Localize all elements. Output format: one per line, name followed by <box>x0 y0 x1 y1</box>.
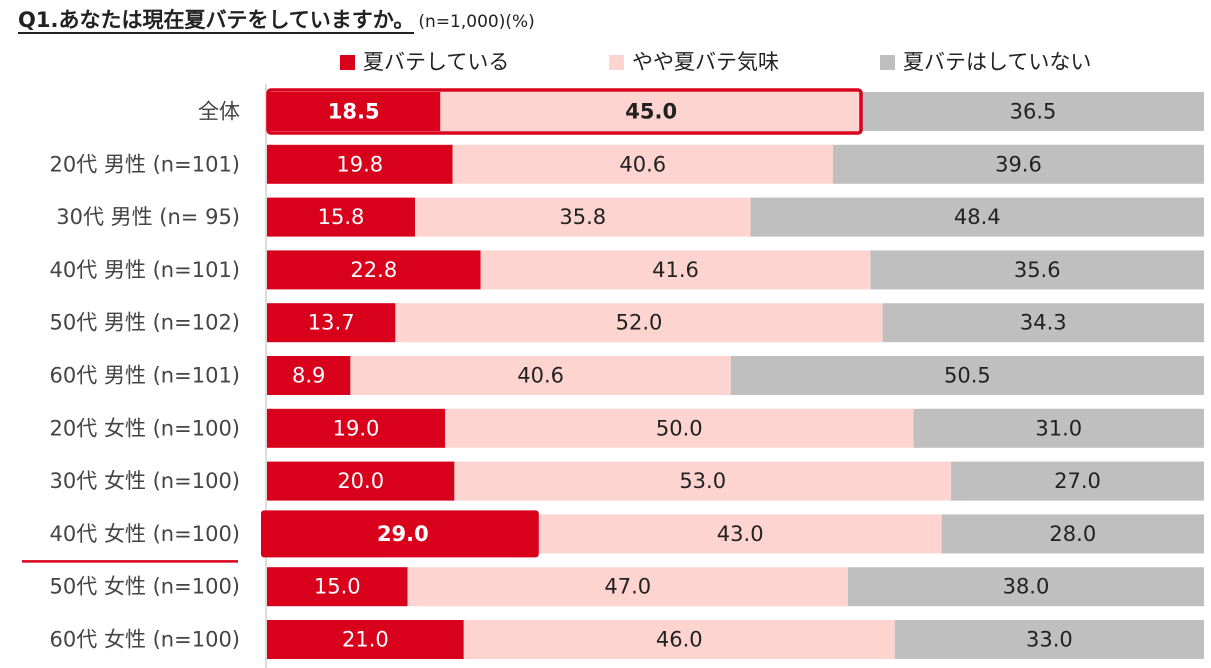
data-label-summer-fatigue: 18.5 <box>328 100 380 124</box>
data-label-no-fatigue: 28.0 <box>1049 522 1096 546</box>
bar-segment-slight-fatigue <box>415 197 751 237</box>
data-label-slight-fatigue: 53.0 <box>679 469 726 493</box>
data-label-summer-fatigue: 15.8 <box>318 205 365 229</box>
data-label-slight-fatigue: 50.0 <box>656 416 703 440</box>
bar-segment-no-fatigue <box>730 356 1204 395</box>
category-label: 40代 女性 (n=100) <box>50 522 240 546</box>
data-label-slight-fatigue: 40.6 <box>619 152 666 176</box>
data-label-summer-fatigue: 13.7 <box>308 311 355 335</box>
data-label-slight-fatigue: 40.6 <box>517 364 564 388</box>
category-label: 全体 <box>198 100 240 124</box>
bar-segment-slight-fatigue <box>440 92 862 131</box>
bar-segment-slight-fatigue <box>454 461 952 501</box>
bar-segment-summer-fatigue <box>267 356 351 395</box>
bar-segment-no-fatigue <box>941 514 1204 554</box>
data-label-summer-fatigue: 20.0 <box>337 469 384 493</box>
data-label-slight-fatigue: 41.6 <box>652 258 699 282</box>
data-label-summer-fatigue: 8.9 <box>292 364 325 388</box>
data-label-no-fatigue: 34.3 <box>1020 311 1067 335</box>
legend-item-no-fatigue: 夏バテはしていない <box>880 46 1091 78</box>
bar-segment-slight-fatigue <box>480 250 871 290</box>
bar-segment-no-fatigue <box>832 144 1204 184</box>
data-label-no-fatigue: 27.0 <box>1054 469 1101 493</box>
data-label-no-fatigue: 35.6 <box>1014 258 1061 282</box>
data-label-slight-fatigue: 52.0 <box>616 311 663 335</box>
data-label-no-fatigue: 48.4 <box>954 205 1001 229</box>
legend-label-no-fatigue: 夏バテはしていない <box>903 50 1092 74</box>
data-label-summer-fatigue: 22.8 <box>350 258 397 282</box>
data-label-summer-fatigue: 19.0 <box>333 416 380 440</box>
bar-segment-summer-fatigue <box>267 250 481 290</box>
bar-segment-no-fatigue <box>861 92 1204 131</box>
bar-segment-summer-fatigue <box>267 197 416 237</box>
category-label: 30代 女性 (n=100) <box>50 469 240 493</box>
data-label-summer-fatigue: 29.0 <box>377 522 429 546</box>
bar-segment-no-fatigue <box>913 408 1204 448</box>
data-label-slight-fatigue: 47.0 <box>604 575 651 599</box>
data-label-slight-fatigue: 45.0 <box>625 100 677 124</box>
emphasized-bar-segment <box>261 510 539 558</box>
bar-segment-summer-fatigue <box>267 461 455 501</box>
data-label-slight-fatigue: 43.0 <box>717 522 764 546</box>
category-label: 30代 男性 (n= 95) <box>56 205 240 229</box>
bar-segment-no-fatigue <box>951 461 1204 501</box>
bar-segment-slight-fatigue <box>395 303 883 343</box>
bar-segment-summer-fatigue <box>267 408 446 448</box>
bar-segment-slight-fatigue <box>407 567 848 607</box>
data-label-summer-fatigue: 21.0 <box>342 628 389 652</box>
data-label-no-fatigue: 33.0 <box>1026 628 1073 652</box>
bar-segment-slight-fatigue <box>463 620 895 659</box>
legend-item-summer-fatigue: 夏バテしている <box>340 46 509 78</box>
bar-segment-no-fatigue <box>847 567 1204 607</box>
total-highlight-outline <box>266 88 863 135</box>
category-label: 50代 男性 (n=102) <box>50 311 240 335</box>
legend-item-slight-fatigue: やや夏バテ気味 <box>609 46 779 78</box>
data-label-no-fatigue: 50.5 <box>944 364 991 388</box>
bar-segment-summer-fatigue <box>267 620 464 659</box>
data-label-slight-fatigue: 46.0 <box>656 628 703 652</box>
category-label: 40代 男性 (n=101) <box>50 258 240 282</box>
bar-segment-no-fatigue <box>882 303 1204 343</box>
bar-segment-slight-fatigue <box>538 514 942 554</box>
category-label: 60代 女性 (n=100) <box>50 628 240 652</box>
data-label-no-fatigue: 39.6 <box>995 152 1042 176</box>
data-label-no-fatigue: 38.0 <box>1003 575 1050 599</box>
legend-swatch-no-fatigue <box>880 55 895 70</box>
data-label-summer-fatigue: 15.0 <box>314 575 361 599</box>
bar-segment-summer-fatigue <box>267 567 408 607</box>
legend-label-summer-fatigue: 夏バテしている <box>363 50 510 74</box>
data-label-no-fatigue: 31.0 <box>1035 416 1082 440</box>
chart-title: Q1.あなたは現在夏バテをしていますか。 (n=1,000)(%) <box>18 2 535 38</box>
bar-segment-no-fatigue <box>870 250 1204 290</box>
category-label: 20代 男性 (n=101) <box>50 152 240 176</box>
bar-segment-summer-fatigue <box>267 144 453 184</box>
data-label-summer-fatigue: 19.8 <box>336 152 383 176</box>
bar-segment-summer-fatigue <box>267 303 396 343</box>
bar-segment-no-fatigue <box>750 197 1204 237</box>
category-label: 60代 男性 (n=101) <box>50 364 240 388</box>
legend-swatch-slight-fatigue <box>609 55 624 70</box>
data-label-no-fatigue: 36.5 <box>1010 100 1057 124</box>
legend-label-slight-fatigue: やや夏バテ気味 <box>632 50 779 74</box>
category-label: 20代 女性 (n=100) <box>50 416 240 440</box>
question-text: Q1.あなたは現在夏バテをしていますか。 <box>18 8 415 34</box>
data-label-slight-fatigue: 35.8 <box>559 205 606 229</box>
category-label: 50代 女性 (n=100) <box>50 575 240 599</box>
bar-segment-summer-fatigue <box>267 92 441 131</box>
bar-segment-slight-fatigue <box>452 144 833 184</box>
legend-swatch-summer-fatigue <box>340 55 355 70</box>
bar-segment-slight-fatigue <box>445 408 914 448</box>
bar-segment-slight-fatigue <box>350 356 731 395</box>
bar-segment-no-fatigue <box>894 620 1204 659</box>
sample-note: (n=1,000)(%) <box>418 12 535 32</box>
